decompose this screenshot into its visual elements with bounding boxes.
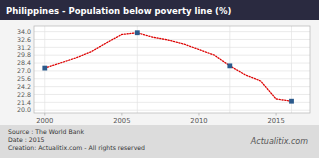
data-point	[42, 66, 47, 71]
data-point	[227, 63, 232, 68]
x-tick-label: 2015	[267, 117, 284, 125]
y-tick-label: 31.2	[17, 44, 31, 51]
y-tick-label: 21.4	[17, 99, 31, 106]
grid-line	[34, 70, 310, 71]
x-tick	[44, 113, 45, 116]
footer	[0, 125, 319, 158]
data-point	[289, 99, 294, 104]
y-tick-label: 34.0	[17, 28, 31, 35]
grid-line	[34, 86, 310, 87]
plot-marks	[42, 26, 294, 113]
y-tick-label: 24.2	[17, 83, 31, 90]
plot-area	[34, 26, 310, 113]
vertical-guide	[137, 26, 138, 113]
title: Philippines - Population below poverty l…	[6, 6, 232, 16]
grid-line	[34, 47, 310, 48]
grid-line	[34, 102, 310, 103]
x-tick-label: 2005	[113, 117, 130, 125]
plot-frame	[34, 26, 310, 113]
grid-line	[34, 78, 310, 79]
x-tick	[276, 113, 277, 116]
y-tick-label: 27.0	[17, 67, 31, 74]
x-tick-label: 2000	[36, 117, 53, 125]
y-tick-label: 29.8	[17, 51, 31, 58]
grid-line	[34, 39, 310, 40]
y-tick-label: 20.0	[17, 106, 31, 113]
source-text: Date : 2015	[8, 136, 45, 143]
x-tick-label: 2010	[190, 117, 207, 125]
source-text: Creation: Actualitix.com - All rights re…	[8, 144, 145, 152]
background	[0, 0, 319, 158]
x-tick	[198, 113, 199, 116]
y-tick-label: 28.4	[17, 59, 31, 66]
data-point	[135, 30, 140, 35]
y-tick-label: 22.8	[17, 91, 31, 98]
y-tick-label: 32.6	[17, 36, 31, 43]
source-text: Source : The World Bank	[8, 128, 84, 135]
grid-line	[34, 94, 310, 95]
logo-text: Actualitix.com	[250, 137, 308, 146]
grid-line	[34, 63, 310, 64]
grid-line	[34, 110, 310, 111]
chart: Philippines - Population below poverty l…	[0, 0, 319, 158]
x-tick	[121, 113, 122, 116]
data-line	[45, 33, 292, 101]
vertical-guide	[229, 26, 230, 113]
grid-line	[34, 31, 310, 32]
y-tick-label: 25.6	[17, 75, 31, 82]
grid-line	[34, 55, 310, 56]
title-bar	[0, 0, 319, 20]
